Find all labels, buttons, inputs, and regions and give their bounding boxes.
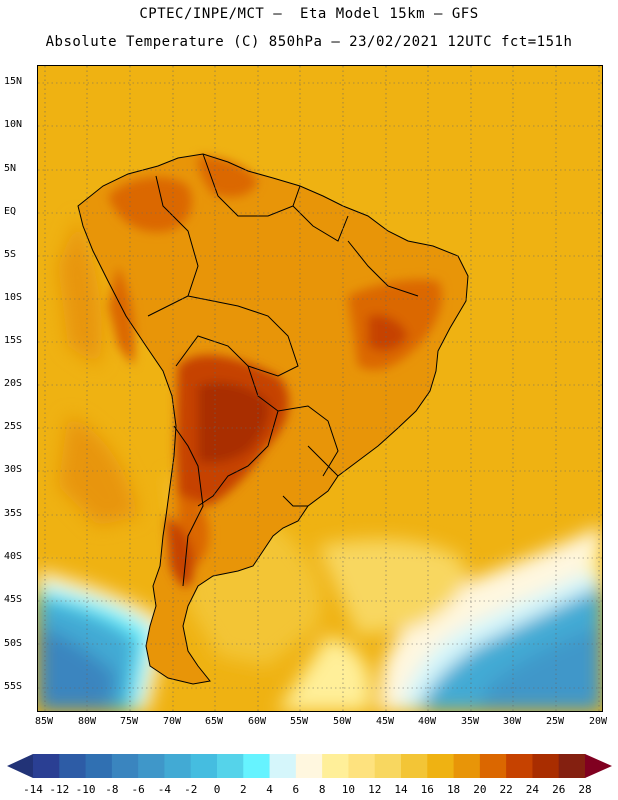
map-canvas <box>38 66 602 711</box>
chart-title-line2: Absolute Temperature (C) 850hPa – 23/02/… <box>45 34 573 50</box>
colorbar-cell <box>506 754 533 778</box>
colorbar-cell <box>295 754 323 778</box>
colorbar-tick-label: 20 <box>473 783 487 796</box>
colorbar-tick-label: -10 <box>75 783 96 796</box>
lat-label: 30S <box>4 464 23 475</box>
colorbar-cell <box>269 754 297 778</box>
colorbar-cell <box>111 754 139 778</box>
lat-label: 10N <box>4 119 23 130</box>
colorbar-cell <box>59 754 86 778</box>
colorbar-tick-label: 22 <box>499 783 513 796</box>
colorbar-cell <box>322 754 349 778</box>
colorbar-tick-label: 10 <box>341 783 356 796</box>
lat-label: 5N <box>4 163 17 174</box>
country-borders <box>77 153 469 685</box>
colorbar-cell <box>348 754 376 778</box>
lon-label: 55W <box>289 716 309 727</box>
lat-label: 15N <box>4 76 23 87</box>
colorbar-tick-label: 18 <box>446 783 461 796</box>
temperature-map <box>37 65 603 712</box>
colorbar-tick-label: 2 <box>239 783 247 796</box>
colorbar-low-arrow <box>7 754 33 778</box>
colorbar-cell <box>243 754 270 778</box>
colorbar-cell <box>138 754 165 778</box>
lat-label: 20S <box>4 378 23 389</box>
colorbar-tick-label: -2 <box>184 783 198 796</box>
colorbar-cell <box>164 754 192 778</box>
colorbar-tick-label: 8 <box>318 783 326 796</box>
lon-label: 40W <box>417 716 437 727</box>
colorbar-tick-label: -6 <box>131 783 145 796</box>
lon-label: 35W <box>460 716 480 727</box>
lon-label: 75W <box>119 716 139 727</box>
colorbar-tick-label: 12 <box>368 783 382 796</box>
lat-label: 15S <box>4 335 23 346</box>
land-temperature-shading <box>108 156 442 587</box>
lat-label: 25S <box>4 421 23 432</box>
colorbar-tick-label: 14 <box>394 783 408 796</box>
lon-label: 65W <box>204 716 224 727</box>
colorbar-tick-label: -14 <box>23 783 43 796</box>
lat-label: 40S <box>4 551 23 562</box>
colorbar-tick-label: 28 <box>578 783 592 796</box>
colorbar-cell <box>401 754 428 778</box>
colorbar-cell <box>374 754 402 778</box>
lon-label: 45W <box>375 716 395 727</box>
colorbar-cell <box>190 754 218 778</box>
colorbar-cell <box>453 754 481 778</box>
colorbar-tick-label: 26 <box>552 783 566 796</box>
colorbar-cell <box>558 754 586 778</box>
colorbar-cell <box>479 754 507 778</box>
colorbar-cell <box>532 754 560 778</box>
lon-label: 80W <box>77 716 97 727</box>
lat-label: 35S <box>4 508 23 519</box>
colorbar-cell <box>85 754 113 778</box>
lat-label: 45S <box>4 594 23 605</box>
lon-label: 25W <box>545 716 565 727</box>
lon-label: 50W <box>332 716 352 727</box>
colorbar-tick-label: 24 <box>525 783 540 796</box>
lon-label: 70W <box>162 716 182 727</box>
colorbar-tick-label: 4 <box>266 783 273 796</box>
colorbar-high-arrow <box>585 754 612 778</box>
lon-label: 85W <box>34 716 54 727</box>
colorbar-tick-label: -12 <box>49 783 70 796</box>
colorbar-cell <box>427 754 454 778</box>
colorbar-tick-label: -8 <box>105 783 119 796</box>
colorbar-tick-label: -4 <box>157 783 172 796</box>
lat-label: 5S <box>4 249 17 260</box>
lat-label: EQ <box>4 206 17 217</box>
colorbar-tick-label: 16 <box>420 783 434 796</box>
colorbar-cell <box>217 754 244 778</box>
lon-label: 30W <box>502 716 522 727</box>
lat-label: 10S <box>4 292 23 303</box>
color-legend <box>0 746 618 796</box>
lat-label: 55S <box>4 681 23 692</box>
colorbar-cells <box>33 754 586 778</box>
colorbar <box>7 754 612 778</box>
colorbar-tick-label: 6 <box>292 783 300 796</box>
lon-label: 20W <box>588 716 608 727</box>
lat-label: 50S <box>4 638 23 649</box>
chart-title-line1: CPTEC/INPE/MCT – Eta Model 15km – GFS <box>139 6 479 22</box>
lon-label: 60W <box>247 716 267 727</box>
colorbar-tick-label: 0 <box>213 783 221 796</box>
colorbar-cell <box>33 754 60 778</box>
